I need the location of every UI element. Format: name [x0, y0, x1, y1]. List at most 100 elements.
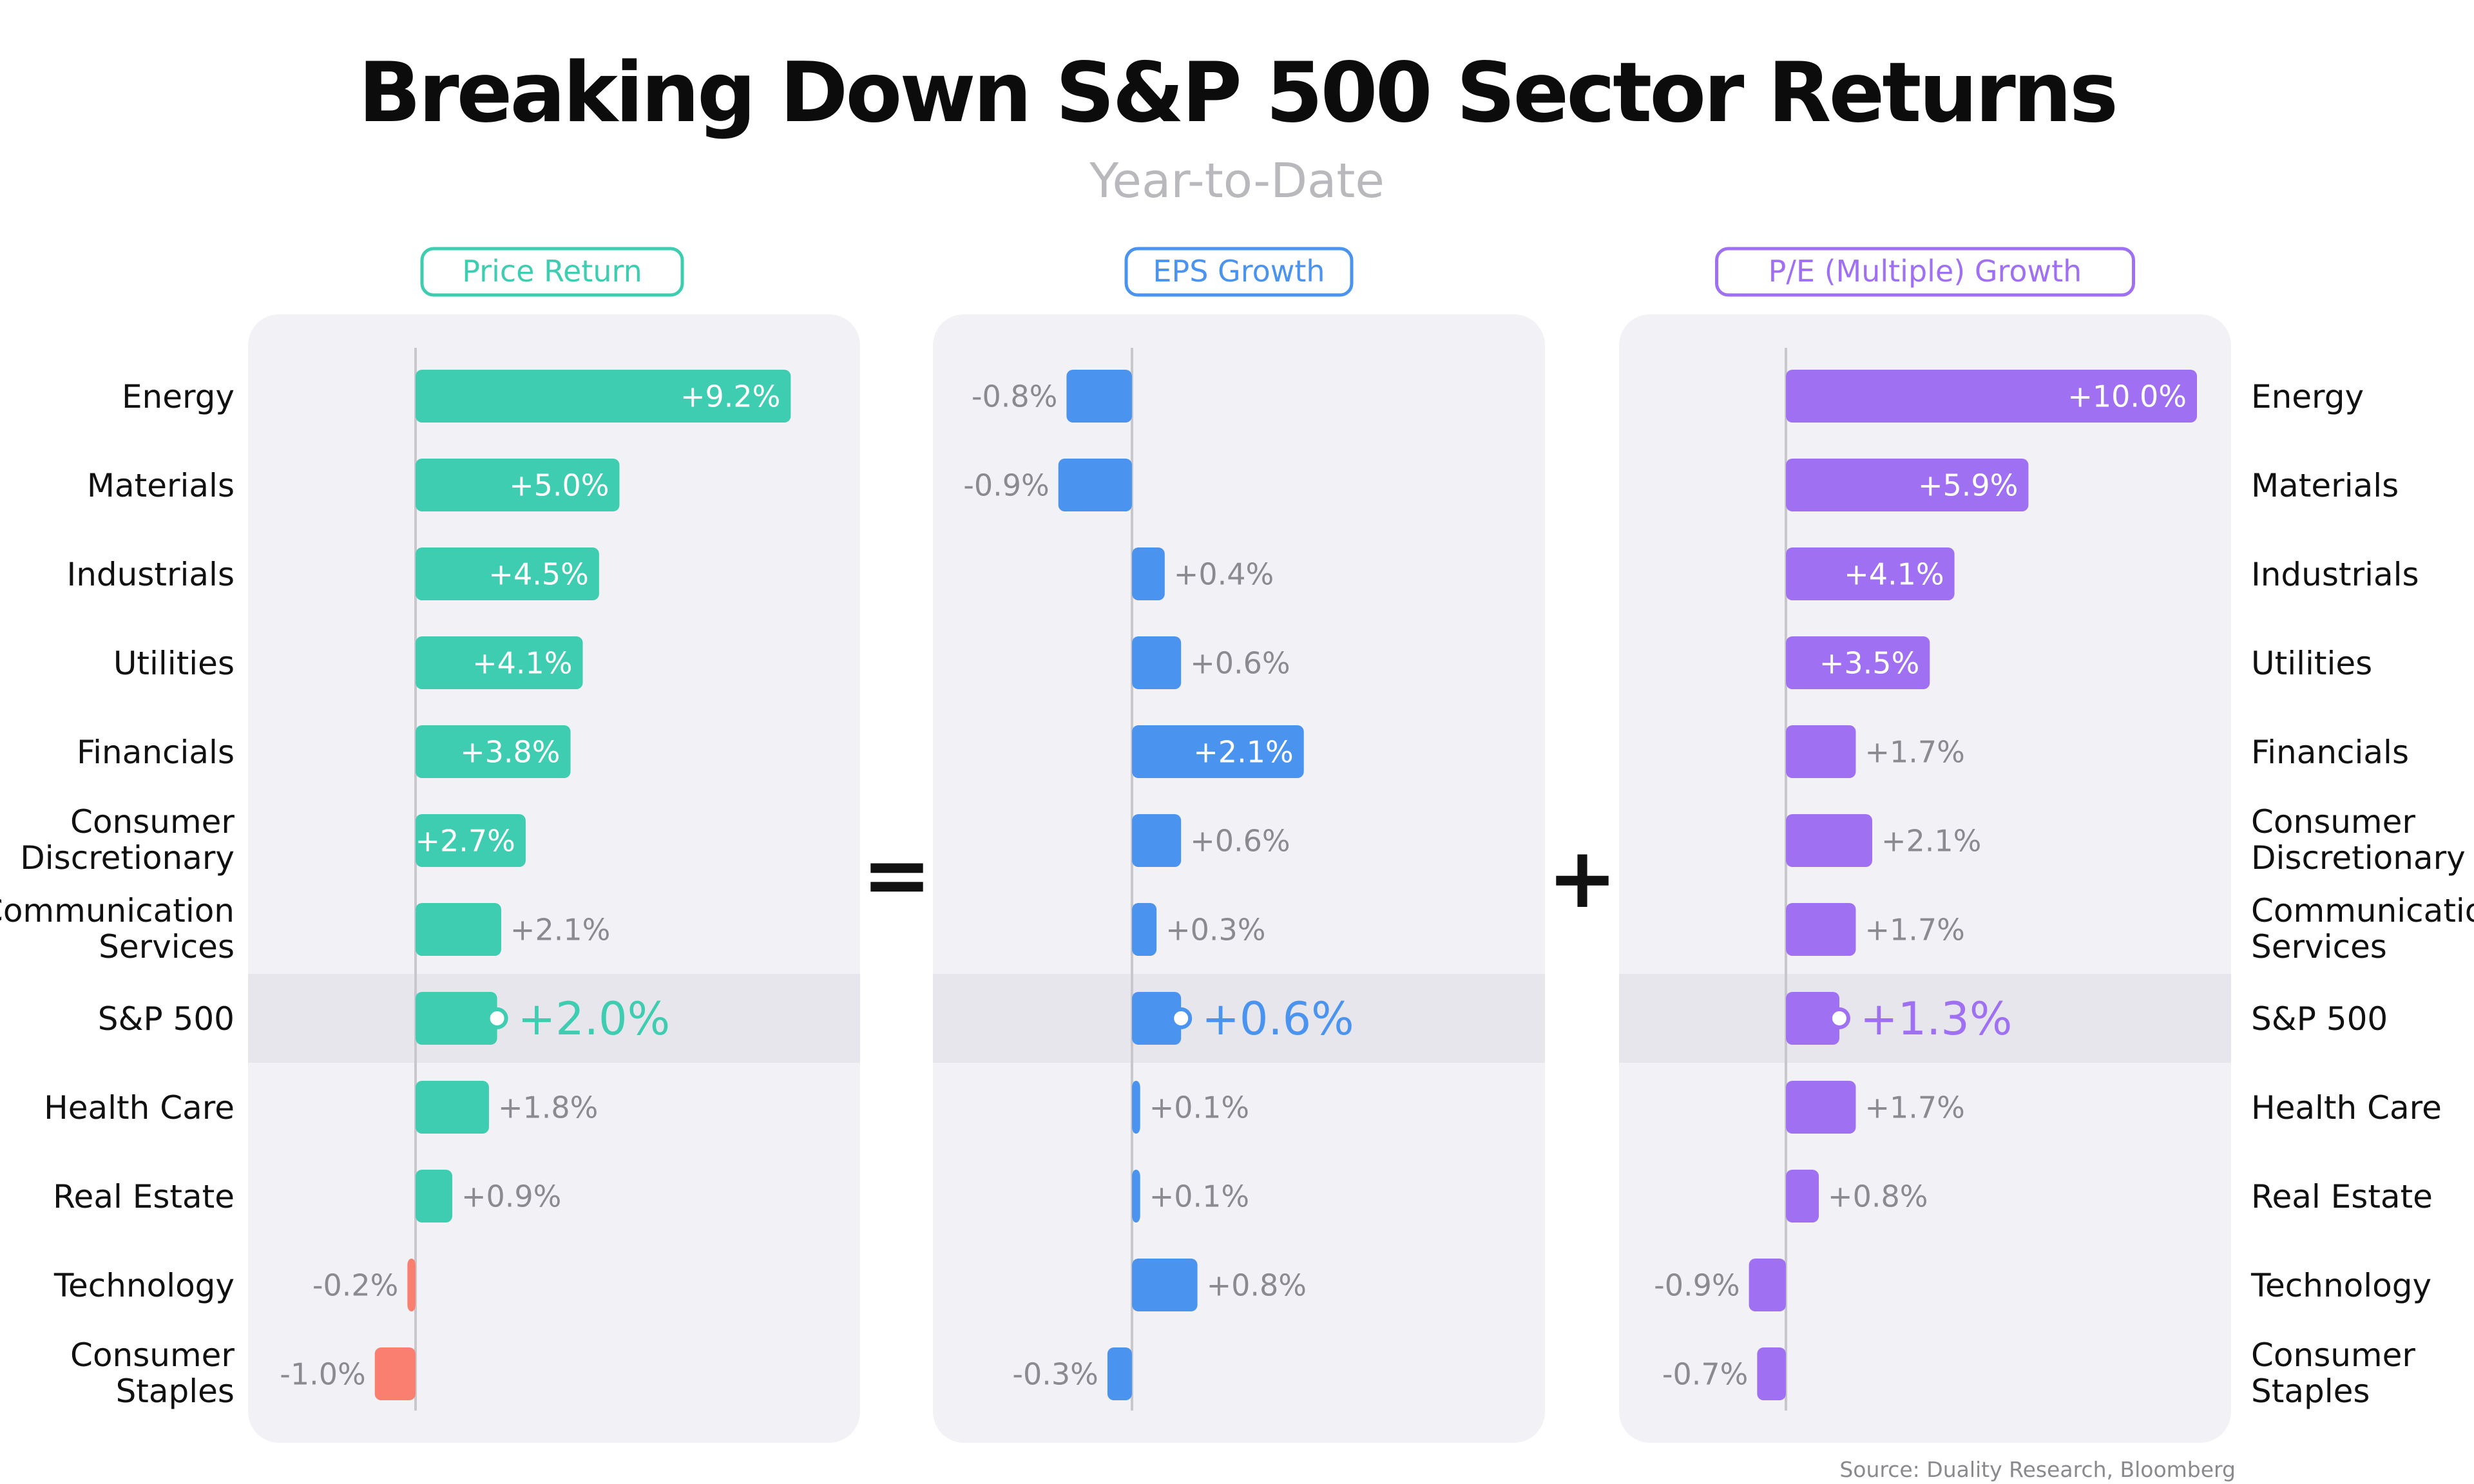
plus-sign: +	[1548, 829, 1618, 927]
category-label: Real Estate	[2251, 1178, 2433, 1215]
bar-technology	[407, 1259, 416, 1311]
panel-title-pill	[1715, 247, 2135, 297]
value-label: +1.7%	[1865, 735, 1964, 770]
value-label: -0.9%	[1654, 1268, 1740, 1303]
highlight-marker	[486, 1007, 508, 1029]
right-category-labels: Energy Materials Industrials Utilities Finan…	[2250, 378, 2474, 1410]
value-label: +2.1%	[1881, 824, 1981, 859]
value-label: +0.3%	[1165, 913, 1265, 947]
value-label: +2.1%	[1193, 735, 1293, 770]
value-label: +5.9%	[1918, 468, 2018, 503]
bar-health-care	[1132, 1081, 1140, 1134]
bar-s-p-500	[1132, 992, 1182, 1045]
value-label: +3.5%	[1819, 646, 1919, 681]
category-label-line: Staples	[2251, 1373, 2370, 1410]
left-category-labels: Energy Materials Industrials Utilities Finan…	[0, 378, 235, 1410]
category-label: Industrials	[2251, 556, 2419, 593]
bar-consumer-discretionary	[416, 814, 526, 867]
panel-title: Price Return	[462, 254, 642, 289]
chart-subtitle: Year-to-Date	[1089, 153, 1385, 209]
value-label: +0.6%	[1202, 993, 1354, 1045]
category-label: Materials	[87, 467, 235, 504]
bar-financials	[1786, 725, 1856, 778]
value-label: +9.2%	[680, 379, 780, 414]
category-label: S&P 500	[2251, 1000, 2388, 1038]
category-label-line: Consumer	[70, 1337, 235, 1374]
bar-energy	[1066, 370, 1132, 423]
value-label: +2.1%	[510, 913, 610, 947]
category-label: Financials	[77, 734, 235, 771]
value-label: -0.3%	[1012, 1357, 1098, 1392]
panel-eps-growth: EPS Growth -0.8% -0.9% +0.4% +0.6% +2.1% +0.6%…	[933, 247, 1545, 1443]
highlight-row	[248, 974, 860, 1063]
panel-background	[933, 314, 1545, 1443]
value-label: -0.8%	[972, 379, 1057, 414]
bar-utilities	[1132, 636, 1182, 689]
category-label: Health Care	[44, 1089, 235, 1127]
panel-background	[1619, 314, 2231, 1443]
panel-title-pill	[420, 247, 684, 297]
bar-industrials	[416, 547, 599, 600]
bar-industrials	[1786, 547, 1955, 600]
category-label-line: Consumer	[70, 803, 235, 841]
category-label: Industrials	[66, 556, 235, 593]
bar-consumer-discretionary	[1786, 814, 1872, 867]
value-label: -1.0%	[280, 1357, 365, 1392]
value-label: +0.9%	[461, 1179, 561, 1214]
value-label: +4.1%	[472, 646, 572, 681]
category-label-line: Communication	[0, 892, 235, 929]
category-label: Consumer Staples	[70, 1337, 235, 1410]
category-label: Technology	[53, 1267, 235, 1304]
bar-real-estate	[1132, 1170, 1140, 1222]
bar-real-estate	[416, 1170, 452, 1222]
category-label: Consumer Discretionary	[20, 803, 235, 877]
panel-p-e-multiple-growth: P/E (Multiple) Growth +10.0% +5.9% +4.1% +3.…	[1619, 247, 2231, 1443]
bar-communication-services	[1786, 903, 1856, 956]
bar-utilities	[416, 636, 583, 689]
bar-consumer-staples	[1107, 1347, 1132, 1400]
value-label: +0.1%	[1149, 1179, 1249, 1214]
bar-health-care	[416, 1081, 489, 1134]
category-label: Technology	[2250, 1267, 2431, 1304]
bar-materials	[416, 459, 620, 511]
category-label: Real Estate	[53, 1178, 235, 1215]
source-note: Source: Duality Research, Bloomberg	[1839, 1457, 2236, 1482]
value-label: +1.7%	[1865, 913, 1964, 947]
highlight-row	[1619, 974, 2231, 1063]
bar-financials	[1132, 725, 1304, 778]
category-label: Consumer Staples	[2251, 1337, 2415, 1410]
category-label: Materials	[2251, 467, 2399, 504]
bar-consumer-staples	[1757, 1347, 1786, 1400]
category-label-line: Consumer	[2251, 803, 2415, 841]
category-label-line: Consumer	[2251, 1337, 2415, 1374]
panel-background	[248, 314, 860, 1443]
bar-s-p-500	[1786, 992, 1839, 1045]
category-label-line: Services	[2251, 928, 2387, 966]
category-label-line: Discretionary	[20, 839, 235, 877]
bar-energy	[1786, 370, 2197, 423]
category-label: Utilities	[2251, 645, 2372, 682]
bar-consumer-discretionary	[1132, 814, 1182, 867]
highlight-marker	[1170, 1007, 1193, 1029]
value-label: +0.8%	[1828, 1179, 1928, 1214]
value-label: +4.1%	[1844, 557, 1944, 592]
bar-health-care	[1786, 1081, 1856, 1134]
bar-materials	[1786, 459, 2029, 511]
value-label: +3.8%	[460, 735, 560, 770]
highlight-marker	[1828, 1007, 1850, 1029]
bar-technology	[1749, 1259, 1786, 1311]
bar-financials	[416, 725, 571, 778]
bar-real-estate	[1786, 1170, 1819, 1222]
category-label: Financials	[2251, 734, 2409, 771]
value-label: +0.1%	[1149, 1090, 1249, 1125]
bar-materials	[1058, 459, 1132, 511]
category-label: S&P 500	[98, 1000, 235, 1038]
bar-utilities	[1786, 636, 1930, 689]
bar-industrials	[1132, 547, 1165, 600]
highlight-row	[933, 974, 1545, 1063]
category-label-line: Services	[99, 928, 235, 966]
panel-title: P/E (Multiple) Growth	[1769, 254, 2082, 289]
